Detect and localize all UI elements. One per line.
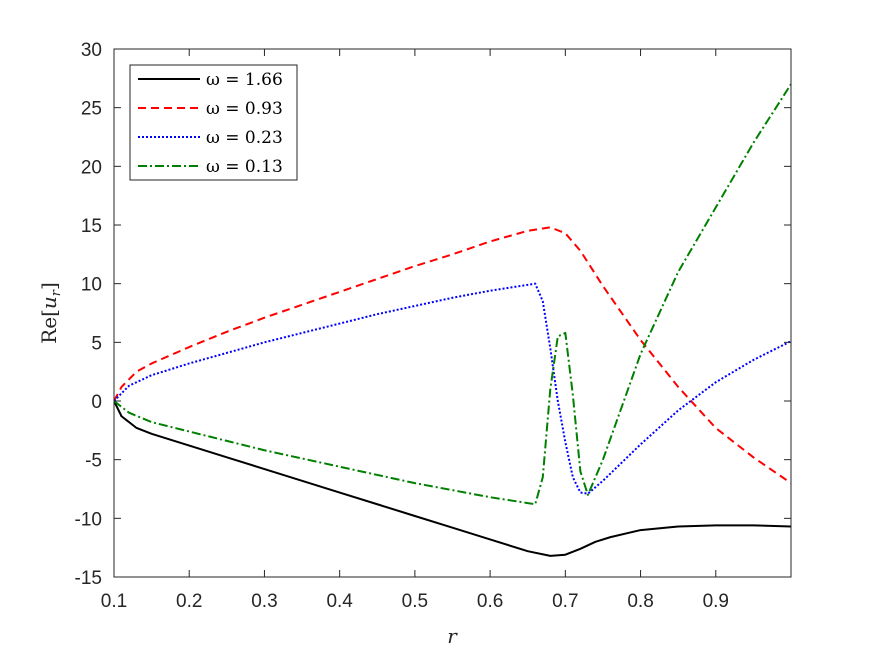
y-tick-label: 20 [81,157,102,178]
y-axis-label: Re[ur] [37,282,64,344]
legend: ω = 1.66 ω = 0.93 ω = 0.23 ω = 0.13 [129,64,298,181]
legend-label: ω = 0.23 [206,128,283,148]
y-tick-label: 15 [81,216,102,237]
series-line-1 [114,226,791,484]
y-tick-label: -5 [85,451,102,472]
x-tick-label: 0.8 [627,591,653,612]
legend-label: ω = 1.66 [206,70,283,90]
series-line-2 [114,282,791,495]
series-layer [114,83,791,557]
plot-frame [113,48,792,578]
x-tick-label: 0.3 [251,591,277,612]
legend-label: ω = 0.93 [206,99,283,119]
legend-box [129,64,298,181]
x-tick-label: 0.6 [477,591,503,612]
y-tick-label: 0 [91,392,102,413]
legend-label: ω = 0.13 [206,157,283,177]
y-label-var: u [37,296,61,309]
x-tick-label: 0.9 [703,591,729,612]
x-tick-label: 0.2 [176,591,202,612]
x-tick-label: 0.5 [402,591,428,612]
x-axis-label: r [447,624,458,648]
x-tick-label: 0.7 [552,591,578,612]
y-label-suffix: ] [37,282,61,290]
y-tick-label: -15 [75,568,102,589]
y-tick-label: 5 [91,333,102,354]
y-label-prefix: Re[ [37,309,61,344]
x-tick-label: 0.4 [326,591,353,612]
y-tick-label: 25 [81,99,102,120]
series-line-3 [114,83,791,506]
series-line-0 [114,400,791,557]
y-label-sub: r [49,289,64,296]
y-tick-label: 10 [81,275,102,296]
x-tick-label: 0.1 [101,591,127,612]
ticks-layer: 0.1 0.2 0.3 0.4 0.5 0.6 0.7 0.8 0.9 -15 -10 -5 0 5 10 1… [75,40,791,612]
y-tick-label: -10 [75,509,102,530]
y-tick-label: 30 [81,40,102,61]
